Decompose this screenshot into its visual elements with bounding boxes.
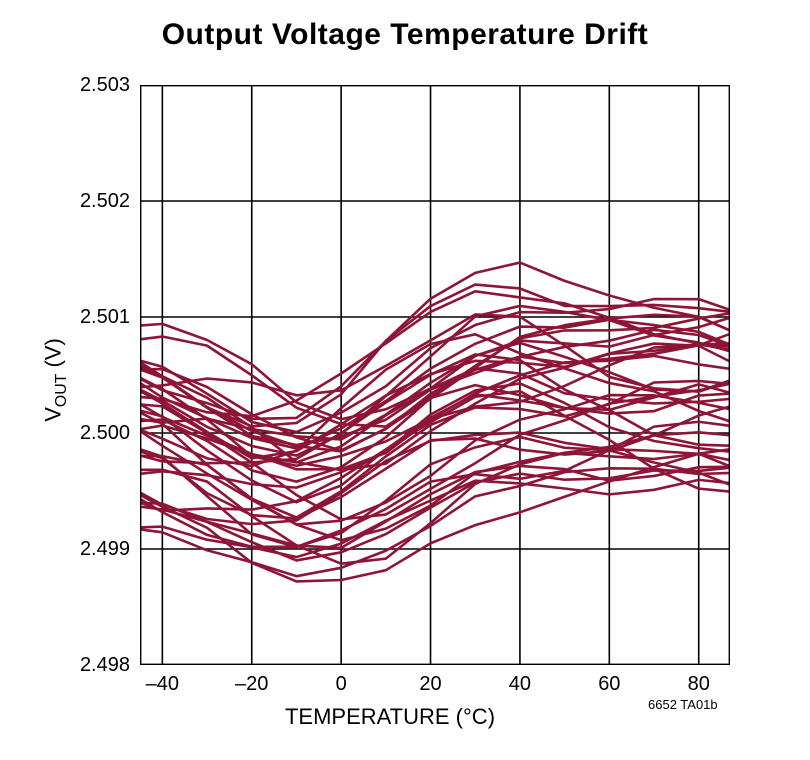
x-tick-label: 20 [406,673,456,696]
x-axis-label: TEMPERATURE (°C) [140,704,640,730]
y-tick-label: 2.501 [70,306,130,329]
x-tick-label: –40 [137,673,187,696]
x-tick-label: –20 [227,673,277,696]
x-tick-label: 60 [584,673,634,696]
x-tick-label: 40 [495,673,545,696]
x-tick-label: 80 [674,673,724,696]
chart-title: Output Voltage Temperature Drift [0,18,810,52]
x-tick-label: 0 [316,673,366,696]
y-tick-label: 2.498 [70,654,130,677]
y-tick-label: 2.503 [70,74,130,97]
y-tick-label: 2.502 [70,190,130,213]
figure-id: 6652 TA01b [648,697,718,712]
chart-container: Output Voltage Temperature Drift VOUT (V… [0,0,810,760]
y-tick-label: 2.499 [70,538,130,561]
y-axis-label-prefix: V [41,407,66,422]
y-axis-label-sub: OUT [53,374,70,407]
y-axis-label: VOUT (V) [41,338,71,422]
plot-svg [140,85,730,665]
y-axis-label-suffix: (V) [41,338,66,373]
y-tick-label: 2.500 [70,422,130,445]
